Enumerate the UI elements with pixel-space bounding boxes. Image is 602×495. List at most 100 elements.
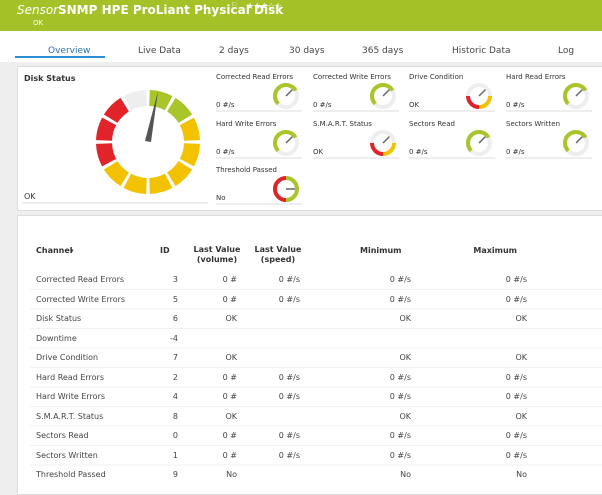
table-cell: 7 <box>172 353 178 362</box>
gauge-value: 0 #/s <box>313 101 332 109</box>
table-cell: 0 #/s <box>278 431 300 440</box>
table-cell: 0 # <box>222 392 237 401</box>
gauge-needle <box>382 89 390 97</box>
table-cell: -4 <box>170 333 178 343</box>
gauge-value: 0 #/s <box>216 101 235 109</box>
tab[interactable]: 365 days <box>362 46 404 56</box>
column-header[interactable]: Maximum <box>473 246 517 255</box>
table-cell: Threshold Passed <box>36 470 106 479</box>
table-cell: 0 #/s <box>505 431 527 440</box>
tab[interactable]: Live Data <box>138 46 181 56</box>
gauge-segment <box>179 142 200 167</box>
table-cell: Disk Status <box>36 314 82 323</box>
gauge-name: Disk Status <box>24 74 76 83</box>
table-cell: 0 #/s <box>389 372 411 382</box>
gauge-name: Sectors Read <box>409 120 455 128</box>
table-cell: Downtime <box>36 333 77 343</box>
gauge-arc <box>382 142 396 156</box>
column-header[interactable]: Channel <box>36 246 73 255</box>
table-cell: Corrected Read Errors <box>36 275 125 284</box>
sensor-status: OK <box>33 19 44 27</box>
table-cell: 0 #/s <box>278 392 300 401</box>
table-cell: OK <box>399 314 411 323</box>
table-cell: Hard Read Errors <box>36 372 104 382</box>
table-cell: 1 <box>172 450 178 460</box>
table-cell: 9 <box>172 470 178 479</box>
tab[interactable]: Overview <box>48 46 91 56</box>
gauge-value: OK <box>24 192 36 201</box>
gauge-segment <box>166 97 193 124</box>
gauge-segment <box>96 142 117 167</box>
table-cell: 0 #/s <box>505 372 527 382</box>
gauge-name: Corrected Read Errors <box>216 73 294 81</box>
table-cell: 0 # <box>222 431 237 440</box>
tab[interactable]: Log <box>558 46 575 56</box>
table-cell: Corrected Write Errors <box>36 294 126 304</box>
table-cell: 0 #/s <box>389 275 411 284</box>
gauge-arc <box>273 176 287 202</box>
gauge-arc <box>370 142 384 156</box>
tab[interactable]: 30 days <box>289 46 325 56</box>
table-cell: 0 #/s <box>505 294 527 304</box>
gauge-needle <box>575 89 583 97</box>
table-cell: 0 #/s <box>389 431 411 440</box>
gauge-name: Sectors Written <box>506 120 561 128</box>
gauge-segment <box>179 117 200 142</box>
gauge-arc <box>285 176 299 202</box>
sensor-title: SNMP HPE ProLiant Physical Disk <box>58 3 284 17</box>
gauge-value: 0 #/s <box>216 148 235 156</box>
table-cell: 2 <box>172 372 178 382</box>
table-cell: No <box>400 470 411 479</box>
gauge-arc <box>370 83 395 106</box>
table-cell: OK <box>225 314 237 323</box>
gauge-arc <box>478 95 492 109</box>
priority-stars[interactable]: ★★★☆☆ <box>246 2 282 12</box>
gauge-segment <box>166 160 193 187</box>
gauge-value: 0 #/s <box>506 148 525 156</box>
table-cell: S.M.A.R.T. Status <box>36 411 104 421</box>
table-cell: 0 #/s <box>505 275 527 284</box>
table-cell: 0 #/s <box>505 392 527 401</box>
gauge-arc <box>466 95 480 109</box>
gauge-segment <box>148 90 173 111</box>
table-cell: No <box>226 470 237 479</box>
gauge-segment <box>123 173 148 194</box>
table-cell: OK <box>399 353 411 362</box>
gauge-needle <box>478 136 486 144</box>
table-cell: 0 # <box>222 372 237 382</box>
column-header[interactable]: ID <box>160 246 170 255</box>
table-cell: Sectors Read <box>36 431 89 440</box>
gauge-name: S.M.A.R.T. Status <box>313 120 372 128</box>
column-header[interactable]: Minimum <box>360 246 402 255</box>
gauge-name: Hard Write Errors <box>216 120 277 128</box>
table-cell: 0 #/s <box>278 275 300 284</box>
table-cell: OK <box>515 411 527 421</box>
table-cell: 0 #/s <box>389 392 411 401</box>
table-cell: 0 # <box>222 294 237 304</box>
gauge-arc <box>563 83 588 106</box>
gauge-arc <box>273 130 298 153</box>
gauge-needle <box>478 89 486 97</box>
gauge-needle <box>285 89 293 97</box>
column-header[interactable]: Last Value (volume) <box>193 245 241 264</box>
table-cell: OK <box>399 411 411 421</box>
sensor-icon: ⚐ <box>231 1 238 9</box>
gauge-segment <box>96 117 117 142</box>
gauge-name: Hard Read Errors <box>506 73 566 81</box>
header-bar: Sensor SNMP HPE ProLiant Physical Disk ⚐… <box>0 0 602 31</box>
gauge-arc <box>466 130 491 153</box>
table-panel <box>17 215 602 495</box>
table-cell: 0 #/s <box>505 450 527 460</box>
column-header[interactable]: Last Value (speed) <box>254 245 302 264</box>
tab[interactable]: 2 days <box>219 46 249 56</box>
gauge-arc <box>273 83 298 106</box>
sensor-label: Sensor <box>17 3 59 17</box>
tab[interactable]: Historic Data <box>452 46 511 56</box>
table-cell: 0 #/s <box>278 450 300 460</box>
table-cell: 0 #/s <box>389 450 411 460</box>
table-cell: OK <box>225 411 237 421</box>
table-cell: 0 #/s <box>278 294 300 304</box>
gauge-value: No <box>216 194 226 202</box>
gauge-name: Corrected Write Errors <box>313 73 391 81</box>
gauge-value: 0 #/s <box>409 148 428 156</box>
